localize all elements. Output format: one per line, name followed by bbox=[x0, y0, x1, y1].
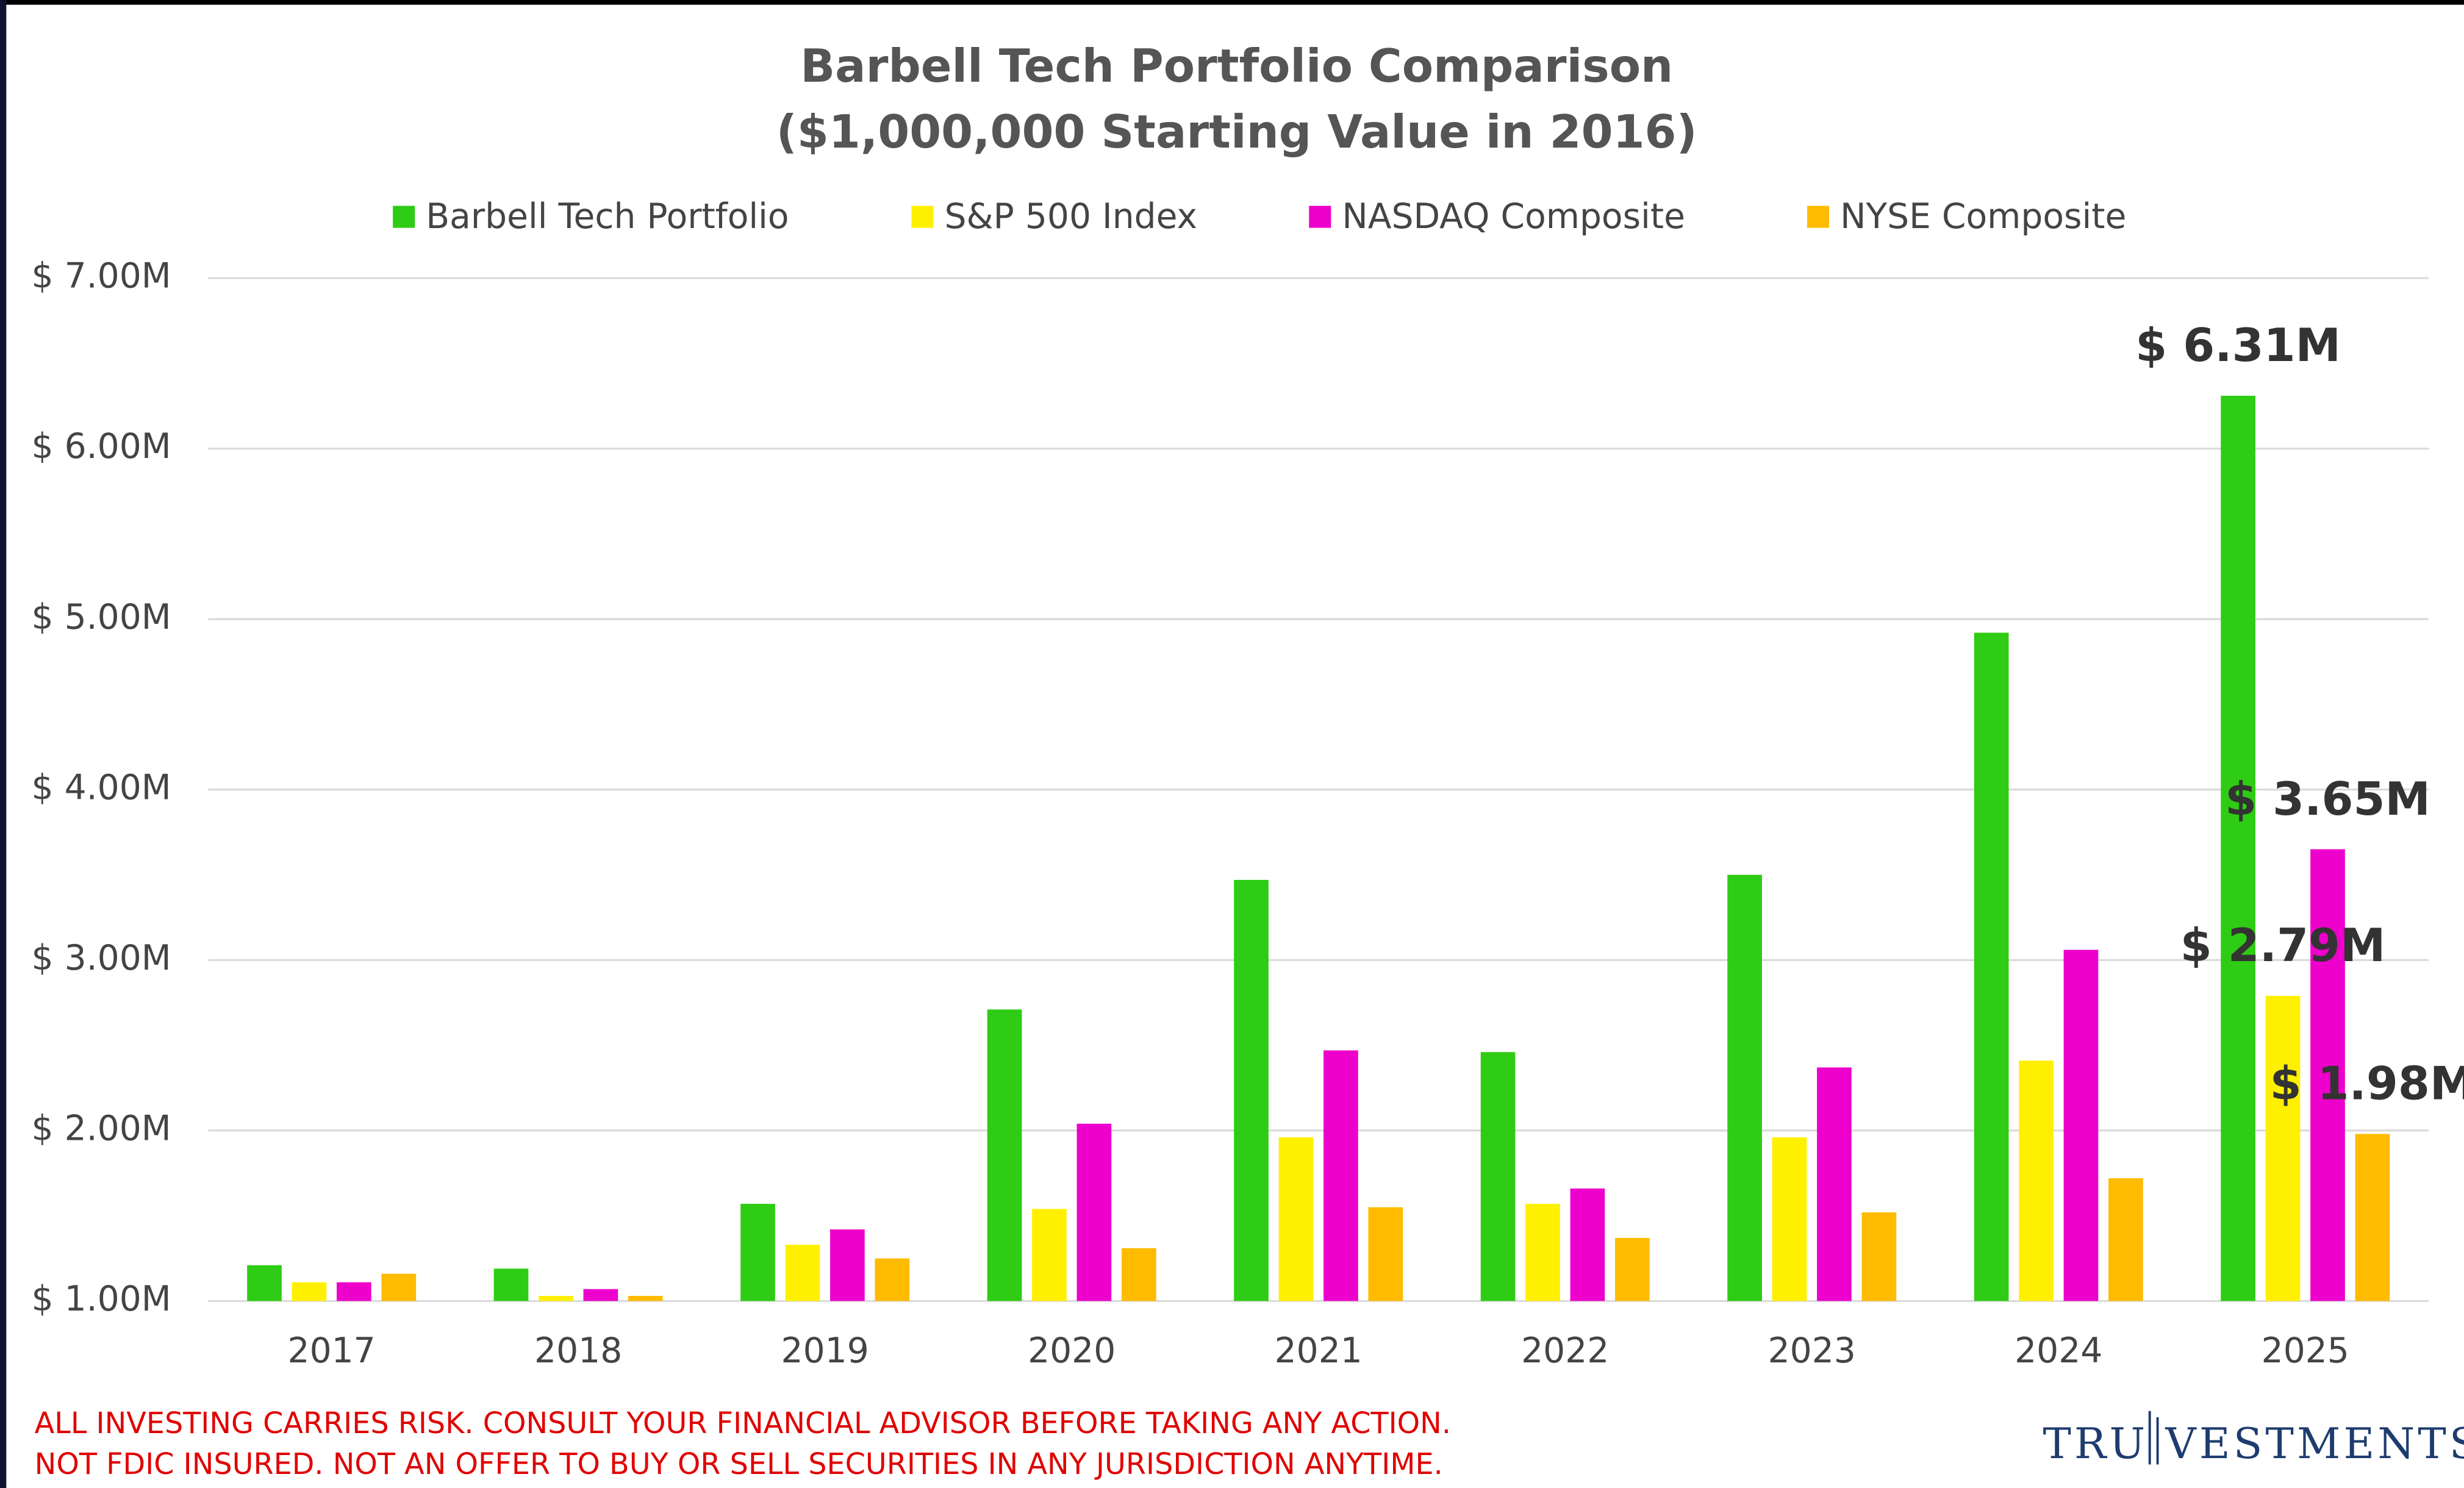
legend-swatch bbox=[1807, 206, 1830, 228]
legend-label: S&P 500 Index bbox=[944, 196, 1197, 237]
bar bbox=[1480, 1052, 1516, 1301]
bar bbox=[1234, 879, 1269, 1301]
bar bbox=[2355, 1134, 2390, 1301]
bar bbox=[1861, 1212, 1897, 1301]
chart-title: Barbell Tech Portfolio Comparison bbox=[800, 40, 1673, 93]
bar bbox=[1727, 875, 1762, 1301]
x-tick-label: 2023 bbox=[1768, 1331, 1856, 1371]
bar bbox=[1974, 632, 2009, 1301]
x-tick-label: 2022 bbox=[1521, 1331, 1609, 1371]
bar bbox=[583, 1289, 618, 1301]
y-tick-label: $ 6.00M bbox=[32, 426, 171, 467]
bar bbox=[1817, 1067, 1852, 1301]
x-tick-label: 2021 bbox=[1275, 1331, 1363, 1371]
y-tick-label: $ 1.00M bbox=[32, 1279, 171, 1319]
bar bbox=[1278, 1137, 1314, 1301]
legend-swatch bbox=[911, 206, 934, 228]
bar bbox=[1121, 1248, 1156, 1301]
chart-subtitle: ($1,000,000 Starting Value in 2016) bbox=[776, 106, 1697, 159]
bar bbox=[1772, 1137, 1807, 1301]
bar bbox=[2221, 395, 2255, 1301]
disclaimer: ALL INVESTING CARRIES RISK. CONSULT YOUR… bbox=[35, 1407, 1451, 1440]
bar bbox=[1323, 1050, 1358, 1301]
bar bbox=[292, 1282, 327, 1301]
top-border bbox=[0, 0, 2464, 5]
y-tick-label: $ 3.00M bbox=[32, 938, 171, 978]
bar bbox=[1032, 1209, 1067, 1301]
y-tick-label: $ 4.00M bbox=[32, 767, 171, 807]
bar bbox=[2265, 995, 2301, 1301]
brand-logo: TRU VESTMENTS bbox=[2043, 1411, 2464, 1468]
bar bbox=[628, 1295, 663, 1301]
x-tick-label: 2025 bbox=[2262, 1331, 2349, 1371]
bar bbox=[1570, 1188, 1605, 1301]
disclaimer: NOT FDIC INSURED. NOT AN OFFER TO BUY OR… bbox=[35, 1448, 1443, 1481]
bar bbox=[539, 1295, 573, 1301]
x-tick-label: 2018 bbox=[534, 1331, 622, 1371]
bar bbox=[830, 1229, 865, 1301]
bar bbox=[785, 1245, 820, 1301]
bar bbox=[1615, 1237, 1650, 1301]
bar bbox=[875, 1258, 910, 1301]
bar bbox=[247, 1265, 282, 1301]
brand-text: TRU bbox=[2043, 1419, 2148, 1468]
bar bbox=[1368, 1207, 1403, 1301]
data-label: $ 1.98M bbox=[2270, 1057, 2464, 1111]
bar bbox=[1076, 1123, 1112, 1301]
y-tick-label: $ 2.00M bbox=[32, 1108, 171, 1148]
y-tick-label: $ 7.00M bbox=[32, 256, 171, 296]
bar bbox=[740, 1204, 775, 1301]
x-tick-label: 2017 bbox=[288, 1331, 376, 1371]
data-label: $ 2.79M bbox=[2180, 919, 2386, 972]
bar bbox=[2108, 1178, 2143, 1301]
legend-swatch bbox=[393, 206, 415, 228]
bar bbox=[2063, 950, 2099, 1301]
data-label: $ 6.31M bbox=[2135, 319, 2341, 372]
brand-text: VESTMENTS bbox=[2165, 1419, 2464, 1468]
legend-swatch bbox=[1309, 206, 1331, 228]
bar bbox=[2310, 849, 2345, 1301]
x-tick-label: 2019 bbox=[781, 1331, 869, 1371]
bar bbox=[1525, 1204, 1560, 1301]
bar bbox=[2019, 1061, 2054, 1301]
x-tick-label: 2024 bbox=[2015, 1331, 2102, 1371]
data-label: $ 3.65M bbox=[2225, 773, 2430, 826]
legend-label: NASDAQ Composite bbox=[1342, 196, 1685, 237]
bar bbox=[337, 1282, 371, 1301]
bar bbox=[493, 1268, 529, 1301]
legend-label: NYSE Composite bbox=[1840, 196, 2126, 237]
legend-label: Barbell Tech Portfolio bbox=[426, 196, 789, 237]
x-tick-label: 2020 bbox=[1028, 1331, 1116, 1371]
bar bbox=[987, 1009, 1022, 1301]
y-tick-label: $ 5.00M bbox=[32, 597, 171, 637]
left-border bbox=[0, 0, 7, 1488]
bar bbox=[381, 1273, 417, 1301]
